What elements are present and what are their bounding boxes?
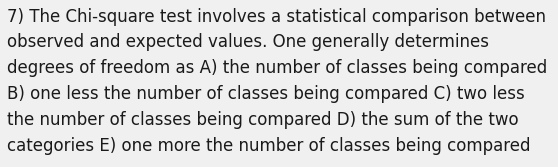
Text: B) one less the number of classes being compared C) two less: B) one less the number of classes being … bbox=[7, 85, 525, 103]
Text: observed and expected values. One generally determines: observed and expected values. One genera… bbox=[7, 33, 489, 51]
Text: 7) The Chi-square test involves a statistical comparison between: 7) The Chi-square test involves a statis… bbox=[7, 8, 546, 26]
Text: the number of classes being compared D) the sum of the two: the number of classes being compared D) … bbox=[7, 111, 518, 129]
Text: degrees of freedom as A) the number of classes being compared: degrees of freedom as A) the number of c… bbox=[7, 59, 547, 77]
Text: categories E) one more the number of classes being compared: categories E) one more the number of cla… bbox=[7, 137, 530, 155]
